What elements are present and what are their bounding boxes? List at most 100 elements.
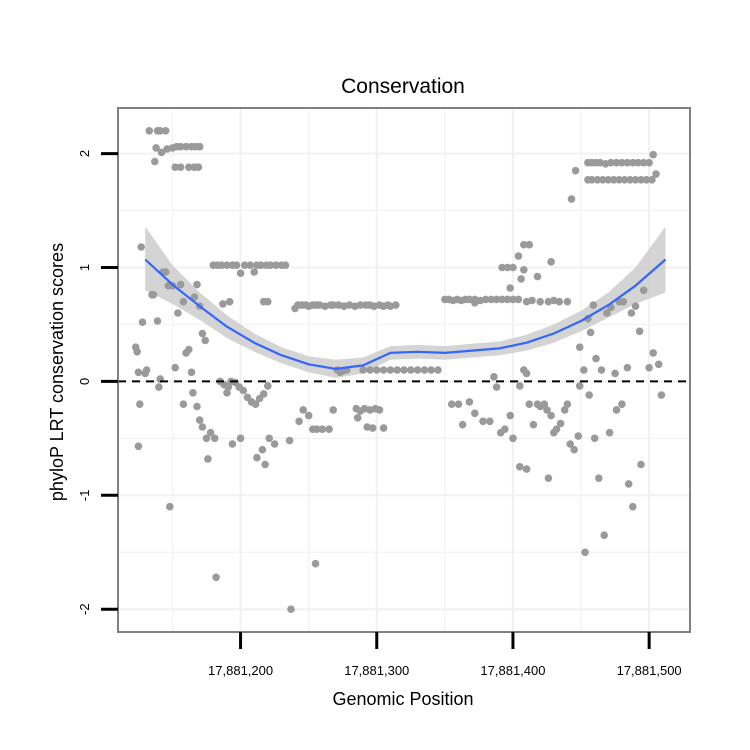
data-point [503, 295, 512, 304]
data-point [604, 176, 613, 184]
data-point [481, 295, 490, 304]
data-point [311, 559, 320, 568]
data-point [134, 368, 143, 377]
data-point [567, 195, 576, 203]
data-point [618, 400, 626, 409]
data-point [509, 295, 517, 304]
data-point [250, 268, 258, 276]
data-point [623, 158, 632, 167]
data-point [359, 366, 367, 374]
data-point [593, 176, 602, 184]
data-point [528, 296, 536, 305]
y-tick-label: 2 [77, 150, 92, 157]
data-point [313, 425, 321, 434]
data-point [543, 406, 551, 414]
data-point [257, 261, 265, 270]
data-point [571, 166, 580, 175]
data-point [223, 261, 231, 270]
data-point [525, 400, 534, 409]
data-point [648, 176, 656, 184]
data-point [486, 417, 494, 426]
data-point [509, 263, 517, 272]
data-point [304, 411, 313, 420]
data-point [609, 176, 618, 184]
data-point [270, 440, 279, 448]
data-point [225, 297, 234, 306]
data-point [413, 366, 422, 374]
data-point [179, 400, 188, 409]
x-tick-label: 17,881,500 [617, 663, 682, 678]
data-point [520, 266, 528, 274]
data-point [649, 150, 657, 159]
data-point [366, 366, 374, 374]
data-point [434, 366, 442, 374]
data-point [204, 455, 212, 463]
data-point [447, 400, 456, 409]
data-point [265, 434, 274, 443]
data-point [652, 170, 660, 178]
data-point [501, 425, 509, 434]
data-point [585, 391, 593, 399]
data-point [133, 348, 141, 356]
data-point [171, 163, 179, 171]
data-point [185, 345, 193, 354]
data-point [240, 261, 249, 270]
y-axis-label: phyloP LRT conservation scores [47, 243, 67, 501]
data-point [588, 176, 596, 184]
data-point [490, 373, 498, 381]
smooth-line-layer [144, 258, 667, 370]
data-point [195, 142, 204, 151]
x-tick-label: 17,881,300 [344, 663, 409, 678]
data-point [657, 391, 666, 399]
data-point [637, 460, 645, 469]
data-point [586, 328, 595, 337]
x-axis-label: Genomic Position [332, 689, 473, 709]
data-point [149, 291, 158, 299]
data-point [540, 400, 549, 409]
data-point [155, 383, 163, 391]
data-point [555, 297, 564, 306]
data-point [239, 386, 248, 395]
y-tick-label: 1 [77, 264, 92, 271]
data-point [420, 366, 429, 374]
data-point [600, 531, 608, 539]
data-point [285, 436, 294, 445]
data-point [642, 176, 651, 184]
data-point [547, 258, 555, 266]
data-point [219, 300, 227, 308]
data-point [287, 605, 295, 613]
data-point [520, 240, 528, 249]
data-point [223, 389, 231, 397]
data-point [533, 272, 542, 281]
y-tick-label: 0 [77, 378, 92, 385]
data-point [626, 176, 634, 184]
data-point [517, 275, 525, 283]
data-point [259, 390, 268, 398]
y-axis: -2 -1 0 1 2 [77, 150, 118, 615]
data-point [509, 434, 517, 443]
data-point [185, 163, 193, 171]
data-point [193, 402, 201, 411]
data-point [487, 295, 496, 304]
data-point [228, 440, 237, 448]
data-point [654, 360, 663, 369]
data-point [592, 354, 600, 363]
data-point [615, 176, 623, 184]
data-point [516, 463, 524, 471]
data-point [261, 460, 269, 469]
data-point [193, 280, 201, 289]
data-point [649, 349, 657, 357]
data-point [580, 366, 588, 374]
data-point [318, 425, 327, 434]
data-point [232, 261, 241, 270]
data-point [224, 383, 233, 391]
x-tick-label: 17,881,200 [208, 663, 273, 678]
data-point [458, 420, 467, 429]
data-point [506, 411, 514, 420]
data-point [246, 261, 254, 270]
data-point [386, 366, 395, 374]
data-point [506, 284, 514, 292]
smooth-line [144, 258, 667, 370]
panel-border [117, 107, 691, 633]
